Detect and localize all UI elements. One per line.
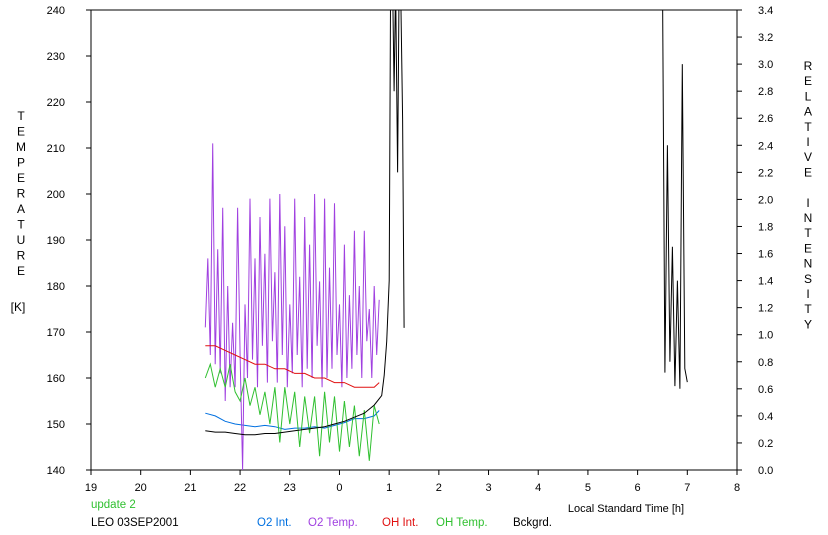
y-right-tick-label: 1.8 [758, 221, 773, 233]
x-tick-label: 19 [85, 482, 97, 494]
y-left-tick-label: 150 [47, 419, 65, 431]
y-right-tick-label: 0.6 [758, 384, 773, 396]
y-right-tick-label: 0.0 [758, 465, 773, 477]
y-left-tick-label: 140 [47, 465, 65, 477]
left-axis-title-char: U [17, 233, 26, 247]
left-axis-unit: [K] [11, 300, 26, 314]
left-axis-title-char: R [17, 187, 26, 201]
y-right-tick-label: 2.8 [758, 86, 773, 98]
left-axis-title-char: A [17, 202, 25, 216]
x-tick-label: 8 [734, 482, 740, 494]
right-axis-title-char: I [806, 287, 809, 301]
y-right-tick-label: 2.2 [758, 167, 773, 179]
series-line-1 [204, 143, 380, 471]
right-axis-title-char: I [806, 135, 809, 149]
left-axis-title-char: M [16, 140, 26, 154]
x-tick-label: 20 [135, 482, 147, 494]
left-axis-title-char: E [17, 171, 25, 185]
right-axis-title-char: R [804, 59, 813, 73]
x-tick-label: 5 [585, 482, 591, 494]
legend-entry: O2 Temp. [308, 517, 358, 529]
right-axis-title-char: E [804, 74, 812, 88]
x-tick-label: 1 [386, 482, 392, 494]
y-right-tick-label: 3.4 [758, 5, 773, 17]
x-tick-label: 23 [284, 482, 296, 494]
y-right-tick-label: 1.0 [758, 330, 773, 342]
x-tick-label: 22 [234, 482, 246, 494]
y-left-tick-label: 170 [47, 327, 65, 339]
x-tick-label: 6 [635, 482, 641, 494]
y-right-tick-label: 2.6 [758, 113, 773, 125]
right-axis-title-char: T [804, 302, 812, 316]
y-right-tick-label: 0.4 [758, 411, 773, 423]
right-axis-title-char: N [804, 257, 813, 271]
right-axis-title-char: E [804, 165, 812, 179]
y-left-tick-label: 210 [47, 143, 65, 155]
right-axis-title-char: N [804, 211, 813, 225]
right-axis-title-char: L [805, 89, 812, 103]
x-tick-label: 7 [684, 482, 690, 494]
legend-entry: O2 Int. [257, 517, 292, 529]
x-tick-label: 4 [535, 482, 541, 494]
y-right-tick-label: 3.2 [758, 32, 773, 44]
y-left-tick-label: 200 [47, 189, 65, 201]
left-axis-title-char: T [17, 109, 25, 123]
y-right-tick-label: 2.0 [758, 194, 773, 206]
y-right-tick-label: 1.4 [758, 276, 773, 288]
y-left-tick-label: 230 [47, 51, 65, 63]
right-axis-title-char: A [804, 105, 812, 119]
right-axis-title-char: V [804, 150, 812, 164]
y-left-tick-label: 190 [47, 235, 65, 247]
right-axis-title-char: S [804, 272, 812, 286]
x-tick-label: 3 [485, 482, 491, 494]
y-left-tick-label: 220 [47, 97, 65, 109]
x-tick-label: 2 [436, 482, 442, 494]
right-axis-title-char: T [804, 226, 812, 240]
y-right-tick-label: 3.0 [758, 59, 773, 71]
station-text: LEO 03SEP2001 [91, 517, 179, 529]
update-text: update 2 [91, 499, 136, 511]
y-right-tick-label: 1.6 [758, 249, 773, 261]
y-left-tick-label: 180 [47, 281, 65, 293]
y-left-tick-label: 160 [47, 373, 65, 385]
left-axis-title-char: E [17, 125, 25, 139]
right-axis-title-char: Y [804, 317, 812, 331]
right-axis-title-char: T [804, 120, 812, 134]
legend-entry: Bckgrd. [513, 517, 552, 529]
series-line-3 [204, 362, 380, 461]
series-line-4 [205, 10, 405, 436]
legend-entry: OH Temp. [436, 517, 488, 529]
y-right-tick-label: 2.4 [758, 140, 773, 152]
right-axis-title-char: E [804, 241, 812, 255]
y-right-tick-label: 0.2 [758, 438, 773, 450]
x-axis-label: Local Standard Time [h] [568, 503, 684, 515]
series-line-2 [205, 345, 380, 388]
y-right-tick-label: 1.2 [758, 303, 773, 315]
x-tick-label: 21 [184, 482, 196, 494]
series-line-0 [205, 410, 380, 430]
right-axis-title-char: I [806, 196, 809, 210]
left-axis-title-char: E [17, 264, 25, 278]
left-axis-title-char: R [17, 249, 26, 263]
left-axis-title-char: T [17, 218, 25, 232]
legend-entry: OH Int. [382, 517, 418, 529]
x-tick-label: 0 [336, 482, 342, 494]
series-line-5 [662, 10, 688, 389]
y-left-tick-label: 240 [47, 5, 65, 17]
left-axis-title-char: P [17, 156, 25, 170]
y-right-tick-label: 0.8 [758, 357, 773, 369]
